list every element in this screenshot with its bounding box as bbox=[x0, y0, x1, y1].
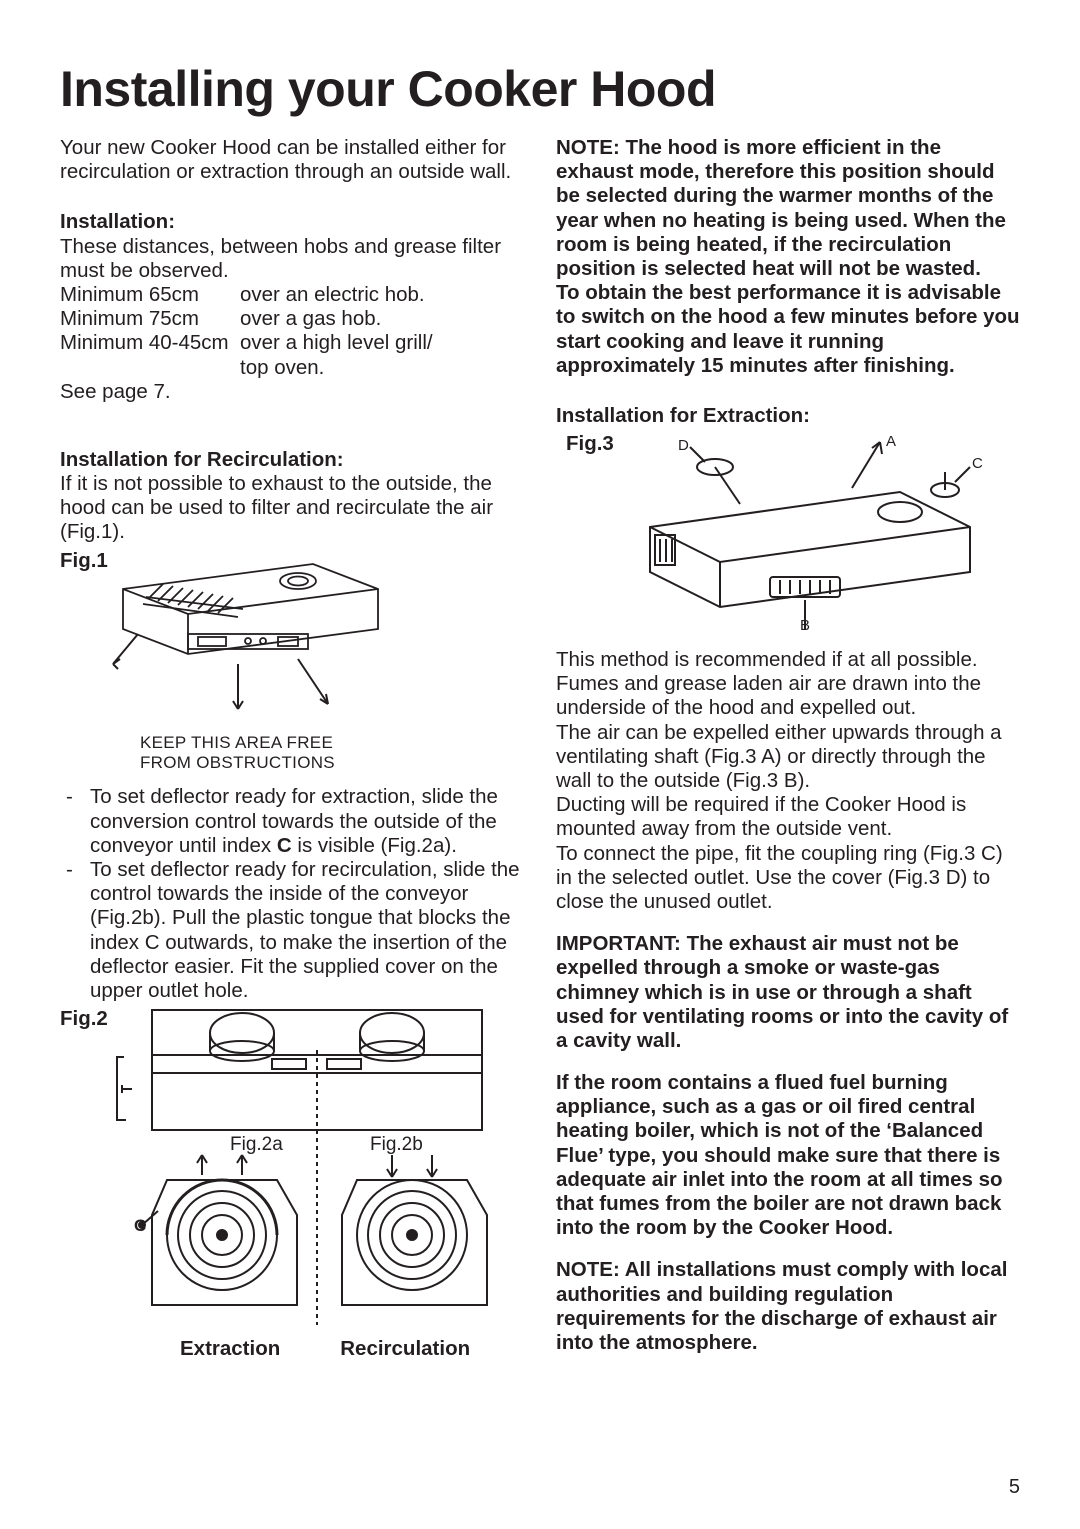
extract-p1: This method is recommended if at all pos… bbox=[556, 648, 1020, 721]
note-efficiency: NOTE: The hood is more efficient in the … bbox=[556, 136, 1020, 281]
bullet-item: To set deflector ready for extraction, s… bbox=[60, 785, 524, 858]
svg-text:A: A bbox=[886, 433, 896, 450]
note-compliance: NOTE: All installations must comply with… bbox=[556, 1258, 1020, 1355]
extraction-heading: Installation for Extraction: bbox=[556, 404, 1020, 428]
fig2-diagram: C Fig.2a Fig.2b bbox=[112, 1005, 512, 1335]
distance-table: Minimum 65cmover an electric hob.Minimum… bbox=[60, 283, 524, 380]
important-flue: If the room contains a flued fuel burnin… bbox=[556, 1071, 1020, 1240]
recirc-text: If it is not possible to exhaust to the … bbox=[60, 472, 524, 545]
deflector-bullets: To set deflector ready for extraction, s… bbox=[60, 785, 524, 1003]
svg-text:C: C bbox=[134, 1216, 146, 1235]
installation-intro: These distances, between hobs and grease… bbox=[60, 235, 524, 283]
figure-1: Fig.1 bbox=[60, 549, 524, 774]
svg-text:C: C bbox=[972, 455, 983, 472]
fig1-diagram bbox=[98, 549, 408, 729]
fig2a-label: Fig.2a bbox=[230, 1134, 283, 1155]
fig3-diagram: D A C B bbox=[620, 432, 990, 632]
figure-2: Fig.2 bbox=[60, 1005, 524, 1361]
distance-row: Minimum 75cmover a gas hob. bbox=[60, 307, 524, 331]
extract-p4: To connect the pipe, fit the coupling ri… bbox=[556, 842, 1020, 915]
svg-text:B: B bbox=[800, 617, 810, 632]
important-exhaust: IMPORTANT: The exhaust air must not be e… bbox=[556, 932, 1020, 1053]
recirc-heading: Installation for Recirculation: bbox=[60, 448, 524, 472]
intro-text: Your new Cooker Hood can be installed ei… bbox=[60, 136, 524, 184]
distance-row: Minimum 65cmover an electric hob. bbox=[60, 283, 524, 307]
content-columns: Your new Cooker Hood can be installed ei… bbox=[60, 136, 1020, 1361]
fig2-caption: Extraction Recirculation bbox=[60, 1337, 524, 1361]
extract-p3: Ducting will be required if the Cooker H… bbox=[556, 793, 1020, 841]
fig3-label: Fig.3 bbox=[566, 432, 614, 456]
fig2-label: Fig.2 bbox=[60, 1007, 108, 1031]
see-page: See page 7. bbox=[60, 380, 524, 404]
installation-heading: Installation: bbox=[60, 210, 524, 234]
figure-3: Fig.3 bbox=[556, 432, 1020, 632]
page-number: 5 bbox=[1009, 1476, 1020, 1499]
fig2b-label: Fig.2b bbox=[370, 1134, 423, 1155]
bullet-item: To set deflector ready for recirculation… bbox=[60, 858, 524, 1003]
distance-row: top oven. bbox=[60, 356, 524, 380]
right-column: NOTE: The hood is more efficient in the … bbox=[556, 136, 1020, 1361]
note-performance: To obtain the best performance it is adv… bbox=[556, 281, 1020, 378]
left-column: Your new Cooker Hood can be installed ei… bbox=[60, 136, 524, 1361]
distance-row: Minimum 40-45cmover a high level grill/ bbox=[60, 331, 524, 355]
fig1-caption: KEEP THIS AREA FREE FROM OBSTRUCTIONS bbox=[140, 733, 524, 774]
page-title: Installing your Cooker Hood bbox=[60, 60, 1020, 118]
extract-p2: The air can be expelled either upwards t… bbox=[556, 721, 1020, 794]
svg-text:D: D bbox=[678, 437, 689, 454]
